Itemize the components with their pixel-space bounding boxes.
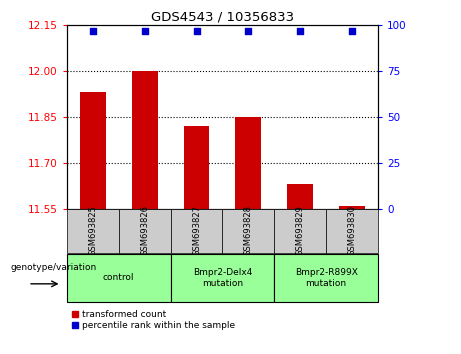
Text: GSM693828: GSM693828	[244, 205, 253, 257]
Text: genotype/variation: genotype/variation	[10, 263, 96, 273]
Bar	[67, 209, 118, 253]
Point	[349, 28, 356, 34]
Bar	[222, 209, 274, 253]
Bar	[274, 254, 378, 302]
Bar	[236, 117, 261, 209]
Legend: transformed count, percentile rank within the sample: transformed count, percentile rank withi…	[69, 306, 239, 334]
Text: GSM693830: GSM693830	[348, 205, 357, 257]
Bar	[132, 71, 158, 209]
Bar	[80, 92, 106, 209]
Text: GSM693827: GSM693827	[192, 205, 201, 257]
Bar	[274, 209, 326, 253]
Point	[193, 28, 200, 34]
Text: GSM693829: GSM693829	[296, 206, 305, 256]
Text: GSM693826: GSM693826	[140, 205, 149, 257]
Bar	[118, 209, 171, 253]
Title: GDS4543 / 10356833: GDS4543 / 10356833	[151, 11, 294, 24]
Point	[89, 28, 96, 34]
Point	[296, 28, 304, 34]
Bar	[326, 209, 378, 253]
Text: control: control	[103, 273, 135, 282]
Text: Bmpr2-Delx4
mutation: Bmpr2-Delx4 mutation	[193, 268, 252, 287]
Bar	[183, 126, 209, 209]
Bar	[171, 209, 222, 253]
Point	[245, 28, 252, 34]
Bar	[171, 254, 274, 302]
Text: Bmpr2-R899X
mutation: Bmpr2-R899X mutation	[295, 268, 358, 287]
Bar	[287, 184, 313, 209]
Text: GSM693825: GSM693825	[88, 206, 97, 256]
Bar	[67, 254, 171, 302]
Bar	[339, 206, 365, 209]
Point	[141, 28, 148, 34]
